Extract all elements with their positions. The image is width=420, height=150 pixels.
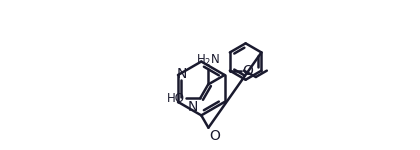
Text: HO: HO: [167, 92, 185, 105]
Text: N: N: [176, 67, 186, 81]
Text: O: O: [209, 129, 220, 143]
Text: H$_2$N: H$_2$N: [196, 53, 220, 68]
Text: O: O: [242, 64, 253, 78]
Text: N: N: [188, 100, 198, 114]
